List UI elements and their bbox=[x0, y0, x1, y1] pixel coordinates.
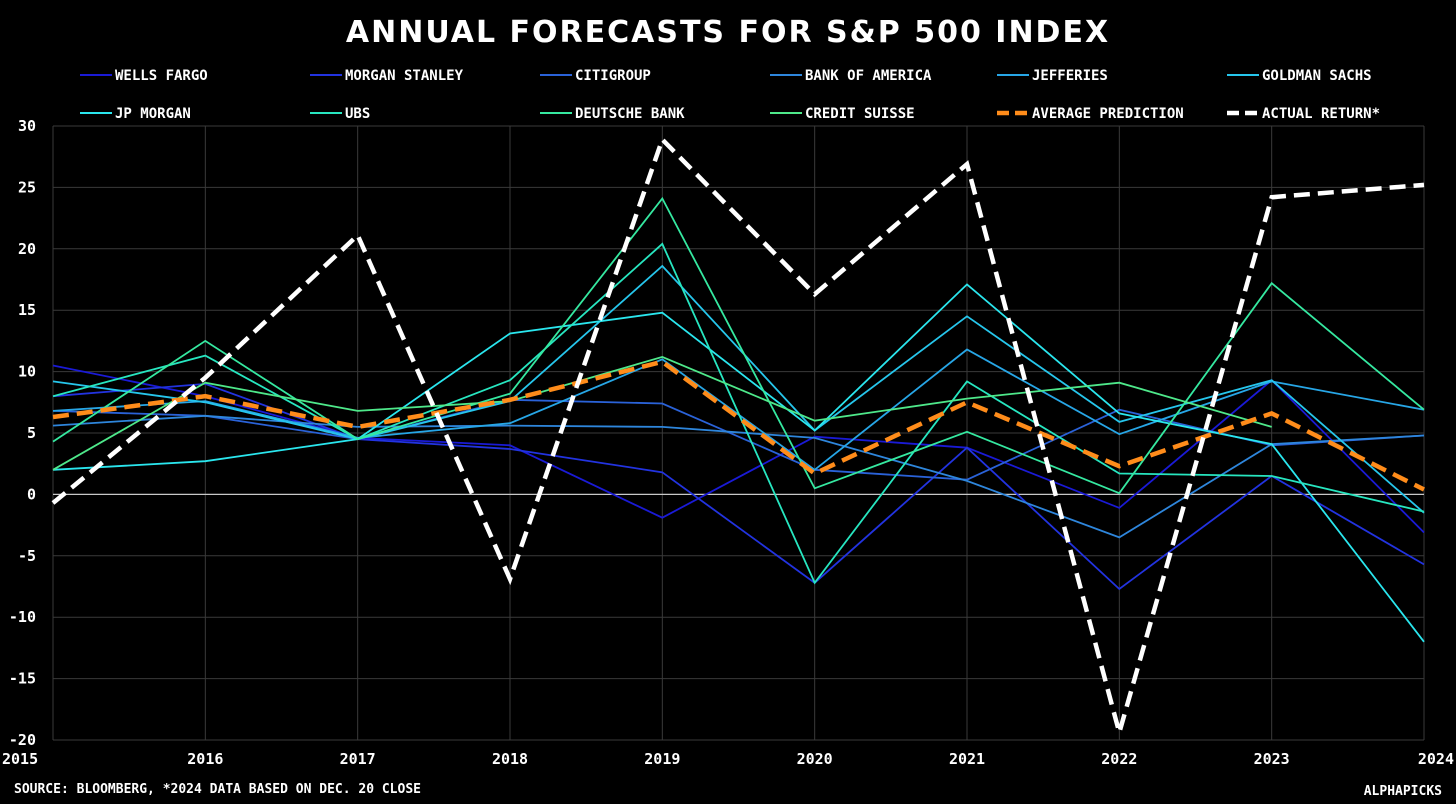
legend-label-bank-of-america: BANK OF AMERICA bbox=[805, 68, 932, 84]
legend: WELLS FARGO MORGAN STANLEY CITIGROUP BANK O… bbox=[80, 68, 1380, 122]
y-tick-label: -15 bbox=[9, 670, 36, 688]
source-note: SOURCE: BLOOMBERG, *2024 DATA BASED ON D… bbox=[14, 782, 421, 797]
legend-label-morgan-stanley: MORGAN STANLEY bbox=[345, 68, 464, 84]
series-line-goldman-sachs bbox=[52, 264, 1425, 514]
y-tick-label: 5 bbox=[27, 424, 36, 442]
x-tick-label: 2020 bbox=[797, 750, 833, 768]
series-line-actual-return bbox=[51, 135, 1425, 742]
legend-label-goldman-sachs: GOLDMAN SACHS bbox=[1262, 68, 1372, 84]
y-tick-label: 0 bbox=[27, 485, 36, 503]
series-line-average-prediction bbox=[52, 359, 1426, 492]
x-axis-ticks: 2015 2016 2017 2018 2019 2020 2021 2022 2023 2024 bbox=[2, 750, 1454, 768]
series-line-deutsche-bank bbox=[52, 196, 1425, 495]
watermark: ALPHAPICKS bbox=[1364, 784, 1442, 799]
series-line-credit-suisse bbox=[52, 355, 1272, 471]
x-tick-label: 2019 bbox=[644, 750, 680, 768]
series-line-citigroup bbox=[52, 398, 1425, 481]
legend-label-ubs: UBS bbox=[345, 106, 370, 122]
y-tick-label: 15 bbox=[18, 301, 36, 319]
x-tick-label: 2023 bbox=[1254, 750, 1290, 768]
series-line-wells-fargo bbox=[52, 364, 1425, 534]
x-tick-label: 2021 bbox=[949, 750, 985, 768]
x-tick-label: 2022 bbox=[1101, 750, 1137, 768]
legend-label-average-prediction: AVERAGE PREDICTION bbox=[1032, 106, 1184, 122]
y-tick-label: 30 bbox=[18, 117, 36, 135]
y-tick-label: -5 bbox=[18, 547, 36, 565]
series-lines bbox=[51, 135, 1426, 742]
y-tick-label: -10 bbox=[9, 608, 36, 626]
y-tick-label: -20 bbox=[9, 731, 36, 749]
y-tick-label: 10 bbox=[18, 363, 36, 381]
legend-label-jefferies: JEFFERIES bbox=[1032, 68, 1108, 84]
x-tick-label: 2016 bbox=[187, 750, 223, 768]
legend-label-credit-suisse: CREDIT SUISSE bbox=[805, 106, 915, 122]
legend-label-jp-morgan: JP MORGAN bbox=[115, 106, 191, 122]
series-line-jp-morgan bbox=[52, 283, 1425, 643]
x-tick-label: 2018 bbox=[492, 750, 528, 768]
y-tick-label: 25 bbox=[18, 178, 36, 196]
x-tick-label: 2015 bbox=[2, 750, 38, 768]
legend-label-deutsche-bank: DEUTSCHE BANK bbox=[575, 106, 685, 122]
x-tick-label: 2024 bbox=[1418, 750, 1454, 768]
y-axis-ticks: 30 25 20 15 10 5 0 -5 -10 -15 -20 bbox=[9, 117, 36, 749]
legend-label-actual-return: ACTUAL RETURN* bbox=[1262, 106, 1380, 122]
chart-title: ANNUAL FORECASTS FOR S&P 500 INDEX bbox=[346, 15, 1110, 50]
y-tick-label: 20 bbox=[18, 240, 36, 258]
legend-label-citigroup: CITIGROUP bbox=[575, 68, 651, 84]
legend-label-wells-fargo: WELLS FARGO bbox=[115, 68, 208, 84]
x-tick-label: 2017 bbox=[340, 750, 376, 768]
series-line-jefferies bbox=[52, 348, 1425, 471]
